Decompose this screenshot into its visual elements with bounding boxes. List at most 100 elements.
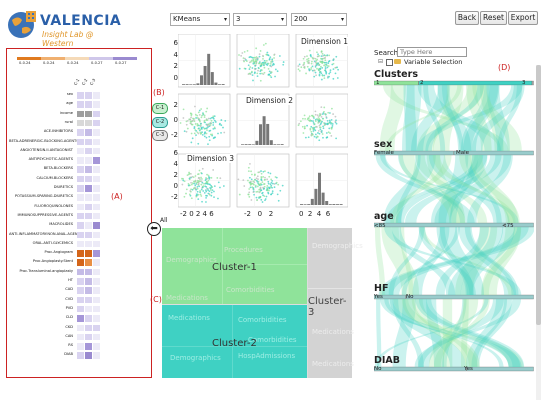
heatmap-cell[interactable] bbox=[77, 315, 84, 322]
ribbon[interactable] bbox=[380, 155, 519, 223]
ribbon[interactable] bbox=[411, 299, 481, 367]
heatmap-cell[interactable] bbox=[93, 268, 100, 276]
heatmap-cell[interactable] bbox=[85, 278, 92, 285]
ribbon[interactable] bbox=[471, 299, 512, 367]
heatmap-cell[interactable] bbox=[93, 185, 100, 192]
heatmap-cell[interactable] bbox=[77, 287, 84, 294]
cluster-toggle-c1[interactable]: C-1 bbox=[152, 103, 168, 114]
ribbon[interactable] bbox=[381, 227, 534, 295]
ribbon[interactable] bbox=[410, 85, 451, 151]
ribbon[interactable] bbox=[434, 155, 512, 223]
ribbon[interactable] bbox=[417, 85, 502, 151]
heatmap-cell[interactable] bbox=[77, 324, 84, 331]
heatmap-cell[interactable] bbox=[77, 129, 84, 136]
k-select[interactable]: 3 ▾ bbox=[233, 13, 287, 26]
ribbon[interactable] bbox=[442, 299, 453, 367]
ribbon[interactable] bbox=[418, 299, 521, 367]
export-button[interactable]: Export bbox=[508, 11, 538, 25]
category-bar[interactable] bbox=[505, 222, 534, 228]
heatmap-cell[interactable] bbox=[77, 212, 84, 220]
ribbon[interactable] bbox=[442, 299, 467, 367]
heatmap-cell[interactable] bbox=[77, 222, 84, 229]
ribbon[interactable] bbox=[397, 155, 466, 223]
ribbon[interactable] bbox=[471, 85, 525, 151]
heatmap-cell[interactable] bbox=[93, 343, 100, 350]
ribbon[interactable] bbox=[374, 299, 489, 367]
heatmap-cell[interactable] bbox=[77, 250, 84, 257]
heatmap-cell[interactable] bbox=[77, 231, 84, 238]
ribbon[interactable] bbox=[466, 85, 492, 151]
heatmap-cell[interactable] bbox=[77, 343, 84, 350]
heatmap-cell[interactable] bbox=[93, 222, 100, 229]
ribbon[interactable] bbox=[383, 155, 436, 223]
heatmap-cell[interactable] bbox=[93, 175, 100, 183]
category-bar[interactable] bbox=[453, 150, 534, 156]
heatmap-cell[interactable] bbox=[85, 296, 92, 304]
heatmap-cell[interactable] bbox=[85, 185, 92, 192]
ribbon[interactable] bbox=[401, 227, 460, 295]
heatmap-cell[interactable] bbox=[77, 296, 84, 304]
ribbon[interactable] bbox=[412, 227, 450, 295]
heatmap-cell[interactable] bbox=[77, 119, 84, 127]
ribbon[interactable] bbox=[459, 155, 520, 223]
heatmap-cell[interactable] bbox=[77, 268, 84, 276]
heatmap-cell[interactable] bbox=[93, 324, 100, 331]
ribbon[interactable] bbox=[497, 85, 523, 151]
heatmap-cell[interactable] bbox=[93, 129, 100, 136]
heatmap-cell[interactable] bbox=[93, 352, 100, 359]
heatmap-cell[interactable] bbox=[93, 138, 100, 145]
heatmap-cell[interactable] bbox=[85, 119, 92, 127]
back-arrow-icon[interactable]: ⬅ bbox=[147, 222, 161, 236]
ribbon[interactable] bbox=[384, 299, 504, 367]
ribbon[interactable] bbox=[441, 85, 464, 151]
ribbon[interactable] bbox=[467, 155, 513, 223]
ribbon[interactable] bbox=[437, 85, 472, 151]
ribbon[interactable] bbox=[392, 299, 416, 367]
ribbon[interactable] bbox=[486, 85, 510, 151]
category-bar[interactable] bbox=[532, 80, 534, 86]
ribbon[interactable] bbox=[414, 299, 522, 367]
heatmap-cell[interactable] bbox=[93, 231, 100, 238]
heatmap-cell[interactable] bbox=[85, 203, 92, 211]
ribbon[interactable] bbox=[393, 299, 524, 367]
heatmap-cell[interactable] bbox=[77, 157, 84, 164]
ribbon[interactable] bbox=[416, 85, 485, 151]
ribbon[interactable] bbox=[396, 155, 421, 223]
back-button[interactable]: Back bbox=[455, 11, 479, 25]
heatmap-cell[interactable] bbox=[93, 315, 100, 322]
scrollbar[interactable] bbox=[536, 65, 541, 400]
category-bar[interactable] bbox=[374, 366, 467, 372]
heatmap-cell[interactable] bbox=[85, 240, 92, 248]
heatmap-cell[interactable] bbox=[93, 250, 100, 257]
ribbon[interactable] bbox=[384, 227, 522, 295]
heatmap-cell[interactable] bbox=[77, 92, 84, 99]
treemap-cluster-1[interactable] bbox=[162, 228, 307, 304]
heatmap-cell[interactable] bbox=[77, 194, 84, 201]
ribbon[interactable] bbox=[389, 299, 466, 367]
heatmap-cell[interactable] bbox=[77, 333, 84, 341]
ribbon[interactable] bbox=[382, 85, 509, 151]
ribbon[interactable] bbox=[385, 85, 462, 151]
heatmap-cell[interactable] bbox=[85, 147, 92, 155]
heatmap-cell[interactable] bbox=[77, 203, 84, 211]
ribbon[interactable] bbox=[395, 155, 488, 223]
ribbon[interactable] bbox=[448, 227, 504, 295]
heatmap-cell[interactable] bbox=[77, 147, 84, 155]
heatmap-cell[interactable] bbox=[93, 240, 100, 248]
ribbon[interactable] bbox=[466, 299, 508, 367]
ribbon[interactable] bbox=[425, 85, 484, 151]
ribbon[interactable] bbox=[481, 227, 522, 295]
iterations-select[interactable]: 200 ▾ bbox=[291, 13, 347, 26]
ribbon[interactable] bbox=[433, 299, 490, 367]
heatmap-cell[interactable] bbox=[85, 259, 92, 266]
ribbon[interactable] bbox=[416, 85, 523, 151]
heatmap-cell[interactable] bbox=[77, 175, 84, 183]
heatmap-cell[interactable] bbox=[93, 101, 100, 108]
heatmap-cell[interactable] bbox=[85, 324, 92, 331]
heatmap-cell[interactable] bbox=[93, 278, 100, 285]
ribbon[interactable] bbox=[375, 155, 475, 223]
heatmap-cell[interactable] bbox=[93, 119, 100, 127]
ribbon[interactable] bbox=[376, 299, 382, 367]
heatmap-cell[interactable] bbox=[93, 194, 100, 201]
ribbon[interactable] bbox=[415, 155, 488, 223]
